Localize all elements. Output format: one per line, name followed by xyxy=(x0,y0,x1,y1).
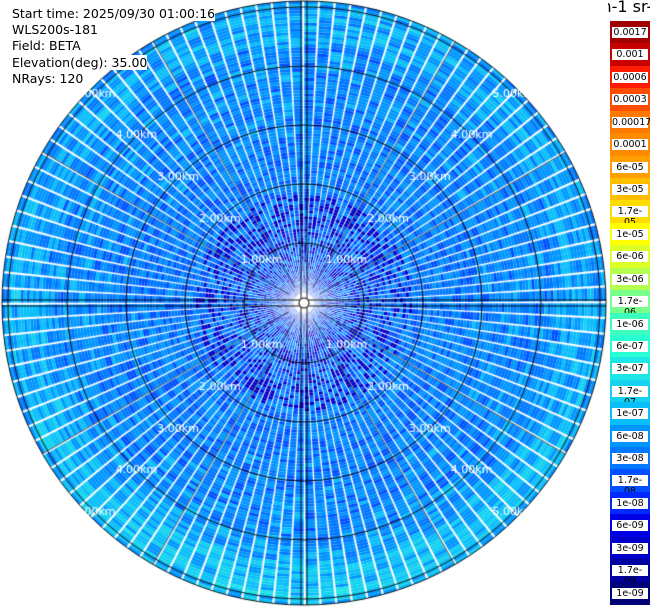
colorbar-cell: 6e-07 xyxy=(610,334,650,358)
colorbar-tick-label: 0.0001 xyxy=(612,139,648,151)
colorbar-cell: 1e-07 xyxy=(610,402,650,426)
colorbar-tick-label: 0.0017 xyxy=(612,27,648,38)
colorbar-tick-label: 6e-09 xyxy=(612,520,648,532)
colorbar-cell: 1.7e-07 xyxy=(610,379,650,408)
colorbar-cell: 3e-05 xyxy=(610,177,650,201)
colorbar-tick-label: 6e-05 xyxy=(612,161,648,173)
elevation-text: Elevation(deg): 35.00 xyxy=(12,54,148,70)
colorbar-cell: 0.0001 xyxy=(610,133,650,157)
instrument-text: WLS200s-181 xyxy=(12,22,98,38)
colorbar-tick-label: 1.7e-06 xyxy=(612,296,648,318)
colorbar-tick-label: 3e-09 xyxy=(612,542,648,554)
colorbar-tick-label: 1e-05 xyxy=(612,228,648,240)
colorbar-tick-label: 3e-07 xyxy=(612,363,648,375)
colorbar-tick-label: 0.00017 xyxy=(612,116,650,128)
colorbar-cell: 1e-06 xyxy=(610,312,650,336)
colorbar-tick-label: 1.7e-08 xyxy=(612,475,648,497)
colorbar-cell: 1.7e-05 xyxy=(610,200,650,228)
colorbar-cell: 6e-06 xyxy=(610,245,650,269)
nrays-text: NRays: 120 xyxy=(12,70,84,86)
colorbar-cell: 1e-09 xyxy=(610,581,650,605)
field-text: Field: BETA xyxy=(12,38,81,54)
colorbar-cell: 3e-06 xyxy=(610,267,650,291)
colorbar-cell: 0.001 xyxy=(610,43,650,67)
colorbar-cell: 6e-05 xyxy=(610,155,650,179)
colorbar-cell: 1.7e-08 xyxy=(610,469,650,497)
colorbar-cell: 0.0006 xyxy=(610,65,650,89)
colorbar-tick-label: 3e-08 xyxy=(612,453,648,465)
colorbar-tick-label: 6e-07 xyxy=(612,340,648,352)
colorbar-tick-label: 1.7e-07 xyxy=(612,385,648,408)
colorbar-cell: 6e-08 xyxy=(610,424,650,448)
colorbar-cell: 3e-09 xyxy=(610,536,650,560)
colorbar-cell: 1e-08 xyxy=(610,491,650,515)
colorbar-tick-label: 3e-05 xyxy=(612,183,648,195)
colorbar-cell: 6e-09 xyxy=(610,514,650,538)
colorbar-cell: 0.0017 xyxy=(610,21,650,45)
colorbar-title: m-1 sr-1 xyxy=(608,0,650,16)
colorbar-tick-label: 1e-08 xyxy=(612,497,648,509)
colorbar-cell: 1.7e-09 xyxy=(610,559,650,587)
colorbar-tick-label: 1e-07 xyxy=(612,408,648,420)
colorbar-tick-label: 1.7e-05 xyxy=(612,206,648,228)
colorbar-tick-label: 0.0006 xyxy=(612,71,648,83)
colorbar-tick-label: 0.001 xyxy=(612,49,648,61)
start-time-text: Start time: 2025/09/30 01:00:16 xyxy=(12,6,216,21)
colorbar-tick-label: 1.7e-09 xyxy=(612,565,648,587)
colorbar-cell: 3e-07 xyxy=(610,357,650,381)
ppi-scan-display[interactable] xyxy=(0,0,610,610)
colorbar-cell: 0.0003 xyxy=(610,88,650,112)
colorbar-tick-label: 3e-06 xyxy=(612,273,648,285)
scan-info-panel: Start time: 2025/09/30 01:00:16 WLS200s-… xyxy=(12,6,216,87)
colorbar-tick-label: 0.0003 xyxy=(612,94,648,106)
colorbar-tick-label: 6e-08 xyxy=(612,430,648,442)
colorbar-cell: 1.7e-06 xyxy=(610,290,650,318)
colorbar-cell: 3e-08 xyxy=(610,447,650,471)
colorbar-cell: 0.00017 xyxy=(610,110,650,134)
colorbar-tick-label: 6e-06 xyxy=(612,251,648,263)
colorbar-tick-label: 1e-06 xyxy=(612,318,648,330)
colorbar-tick-label: 1e-09 xyxy=(612,587,648,599)
colorbar-cell: 1e-05 xyxy=(610,222,650,246)
colorbar: 0.0017 0.001 0.0006 0.0003 0.00017 0.0001 6e-0… xyxy=(610,21,650,605)
